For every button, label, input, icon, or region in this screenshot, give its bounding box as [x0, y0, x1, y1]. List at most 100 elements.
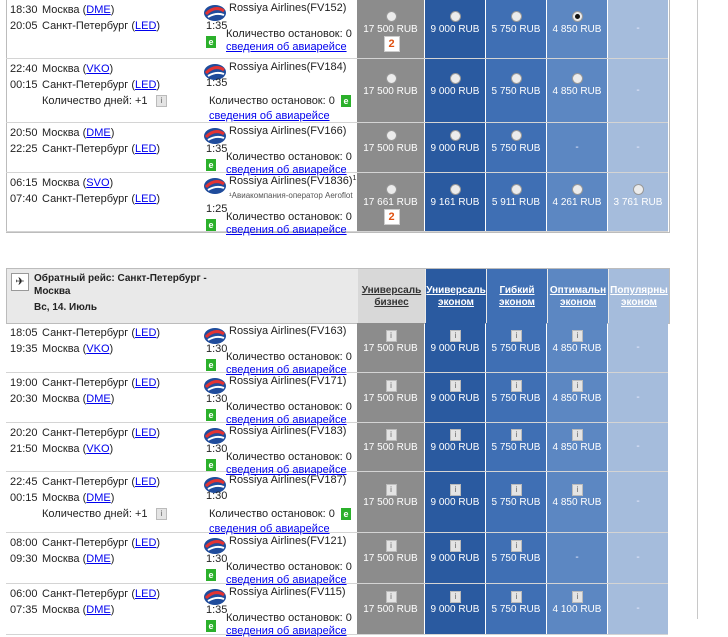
fare-cell-1[interactable]: 9 161 RUB [425, 173, 485, 231]
fare-radio-button[interactable] [450, 72, 461, 84]
fare-column-header-3[interactable]: Оптимальн эконом [548, 269, 608, 323]
fare-radio-button[interactable] [450, 11, 461, 22]
departure-airport-link[interactable]: DME [86, 4, 111, 16]
departure-airport-link[interactable]: VKO [86, 63, 110, 75]
arrival-airport-link[interactable]: LED [135, 20, 157, 32]
flight-details-link[interactable]: сведения об авиарейсе [226, 41, 347, 53]
arrival-airport-link[interactable]: DME [86, 604, 111, 616]
flight-details-link[interactable]: сведения об авиарейсе [226, 364, 347, 376]
fare-cell-0[interactable]: i 17 500 RUB [357, 323, 424, 372]
fare-info-icon[interactable]: i [450, 540, 461, 552]
arrival-airport-link[interactable]: DME [86, 393, 111, 405]
fare-radio-button[interactable] [385, 184, 397, 195]
fare-cell-1[interactable]: 9 000 RUB [425, 123, 485, 172]
flight-details-link[interactable]: сведения об авиарейсе [226, 164, 347, 176]
flight-details-link[interactable]: сведения об авиарейсе [226, 625, 347, 637]
fare-cell-0[interactable]: 17 500 RUB [357, 59, 424, 122]
fare-cell-4[interactable]: - [608, 123, 668, 172]
departure-airport-link[interactable]: LED [135, 476, 157, 488]
fare-radio-button[interactable] [511, 11, 522, 22]
fare-info-icon[interactable]: i [450, 591, 461, 603]
fare-info-icon[interactable]: i [385, 484, 397, 496]
fare-cell-0[interactable]: i 17 500 RUB [357, 533, 424, 583]
fare-cell-2[interactable]: 5 911 RUB [486, 173, 546, 231]
arrival-airport-link[interactable]: DME [86, 492, 111, 504]
fare-radio-button[interactable] [450, 129, 461, 141]
fare-cell-4[interactable]: - [608, 0, 668, 58]
departure-airport-link[interactable]: LED [135, 377, 157, 389]
fare-info-icon[interactable]: i [511, 591, 522, 603]
fare-cell-2[interactable]: 5 750 RUB [486, 59, 546, 122]
fare-radio-button[interactable] [633, 184, 644, 195]
fare-info-icon[interactable]: i [450, 329, 461, 342]
fare-info-icon[interactable]: i [572, 329, 583, 342]
fare-info-icon[interactable]: i [511, 484, 522, 496]
fare-column-header-0[interactable]: Универсаль бизнес [358, 269, 425, 323]
flight-details-link[interactable]: сведения об авиарейсе [226, 464, 347, 476]
info-icon[interactable]: i [156, 508, 167, 520]
flight-details-link[interactable]: сведения об авиарейсе [226, 574, 347, 586]
fare-radio-button[interactable] [450, 184, 461, 195]
departure-airport-link[interactable]: DME [86, 127, 111, 139]
fare-cell-0[interactable]: i 17 500 RUB [357, 584, 424, 634]
fare-radio-button[interactable] [511, 184, 522, 195]
fare-cell-3[interactable]: 4 850 RUB [547, 0, 607, 58]
fare-info-icon[interactable]: i [572, 379, 583, 392]
fare-cell-2[interactable]: 5 750 RUB [486, 123, 546, 172]
fare-cell-3[interactable]: 4 850 RUB [547, 59, 607, 122]
fare-cell-3[interactable]: - [547, 533, 607, 583]
flight-details-link[interactable]: сведения об авиарейсе [209, 523, 330, 535]
fare-cell-1[interactable]: 9 000 RUB [425, 0, 485, 58]
fare-radio-button[interactable] [385, 129, 397, 141]
fare-column-header-2[interactable]: Гибкий эконом [487, 269, 547, 323]
fare-info-icon[interactable]: i [572, 429, 583, 441]
fare-info-icon[interactable]: i [385, 540, 397, 552]
fare-cell-4[interactable]: - [608, 373, 668, 422]
fare-cell-0[interactable]: 17 500 RUB [357, 123, 424, 172]
fare-info-icon[interactable]: i [511, 379, 522, 392]
fare-cell-4[interactable]: - [608, 584, 668, 634]
fare-radio-button[interactable] [572, 11, 583, 22]
fare-radio-button[interactable] [385, 11, 397, 22]
fare-info-icon[interactable]: i [511, 540, 522, 552]
flight-details-link[interactable]: сведения об авиарейсе [209, 110, 330, 122]
fare-info-icon[interactable]: i [450, 429, 461, 441]
fare-info-icon[interactable]: i [572, 484, 583, 496]
fare-info-icon[interactable]: i [511, 429, 522, 441]
fare-info-icon[interactable]: i [450, 484, 461, 496]
fare-radio-button[interactable] [572, 72, 583, 84]
fare-cell-0[interactable]: i 17 500 RUB [357, 423, 424, 471]
arrival-airport-link[interactable]: LED [135, 143, 157, 155]
fare-cell-0[interactable]: i 17 500 RUB [357, 373, 424, 422]
fare-info-icon[interactable]: i [572, 591, 583, 603]
fare-radio-button[interactable] [511, 72, 522, 84]
departure-airport-link[interactable]: SVO [86, 177, 110, 189]
fare-cell-0[interactable]: i 17 500 RUB [357, 472, 424, 532]
fare-cell-4[interactable]: - [608, 323, 668, 372]
departure-airport-link[interactable]: LED [135, 537, 157, 549]
fare-info-icon[interactable]: i [385, 429, 397, 441]
fare-cell-4[interactable]: - [608, 423, 668, 471]
fare-radio-button[interactable] [511, 129, 522, 141]
fare-cell-3[interactable]: 4 261 RUB [547, 173, 607, 231]
fare-column-header-1[interactable]: Универсаль эконом [426, 269, 486, 323]
fare-cell-4[interactable]: 3 761 RUB [608, 173, 668, 231]
fare-column-header-4[interactable]: Популярны эконом [609, 269, 669, 323]
flight-details-link[interactable]: сведения об авиарейсе [226, 224, 347, 236]
fare-cell-0[interactable]: 17 500 RUB 2 [357, 0, 424, 58]
fare-cell-4[interactable]: - [608, 472, 668, 532]
